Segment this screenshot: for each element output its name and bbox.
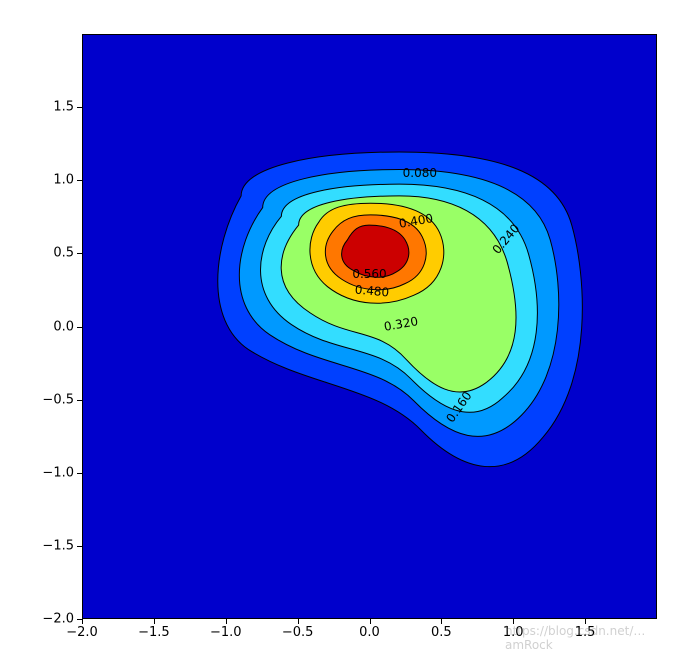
xtick-label: −0.5 [278, 625, 318, 640]
ytick-mark [77, 546, 82, 547]
ytick-label: 1.0 [34, 173, 74, 188]
xtick-label: 0.0 [350, 625, 390, 640]
xtick-label: −2.0 [62, 625, 102, 640]
ytick-label: 0.0 [34, 319, 74, 334]
ytick-mark [77, 327, 82, 328]
ytick-label: 1.5 [34, 100, 74, 115]
xtick-mark [226, 619, 227, 624]
ytick-label: −0.5 [34, 392, 74, 407]
xtick-mark [370, 619, 371, 624]
ytick-mark [77, 253, 82, 254]
ytick-mark [77, 400, 82, 401]
ytick-label: −1.5 [34, 538, 74, 553]
xtick-mark [154, 619, 155, 624]
xtick-mark [298, 619, 299, 624]
contour-level-label: 0.080 [403, 166, 437, 180]
xtick-label: 0.5 [421, 625, 461, 640]
xtick-label: −1.0 [206, 625, 246, 640]
figure: −2.0−1.5−1.0−0.50.00.51.01.5−2.0−1.5−1.0… [0, 0, 679, 659]
ytick-label: −1.0 [34, 465, 74, 480]
xtick-mark [82, 619, 83, 624]
ytick-mark [77, 180, 82, 181]
contour-level-label: 0.560 [352, 267, 386, 281]
contour-axes [82, 34, 657, 619]
ytick-label: 0.5 [34, 246, 74, 261]
ytick-mark [77, 107, 82, 108]
xtick-mark [441, 619, 442, 624]
watermark-text: https://blog.csdn.net/…amRock [505, 624, 679, 652]
contour-plot [83, 35, 658, 620]
xtick-label: −1.5 [134, 625, 174, 640]
ytick-mark [77, 473, 82, 474]
